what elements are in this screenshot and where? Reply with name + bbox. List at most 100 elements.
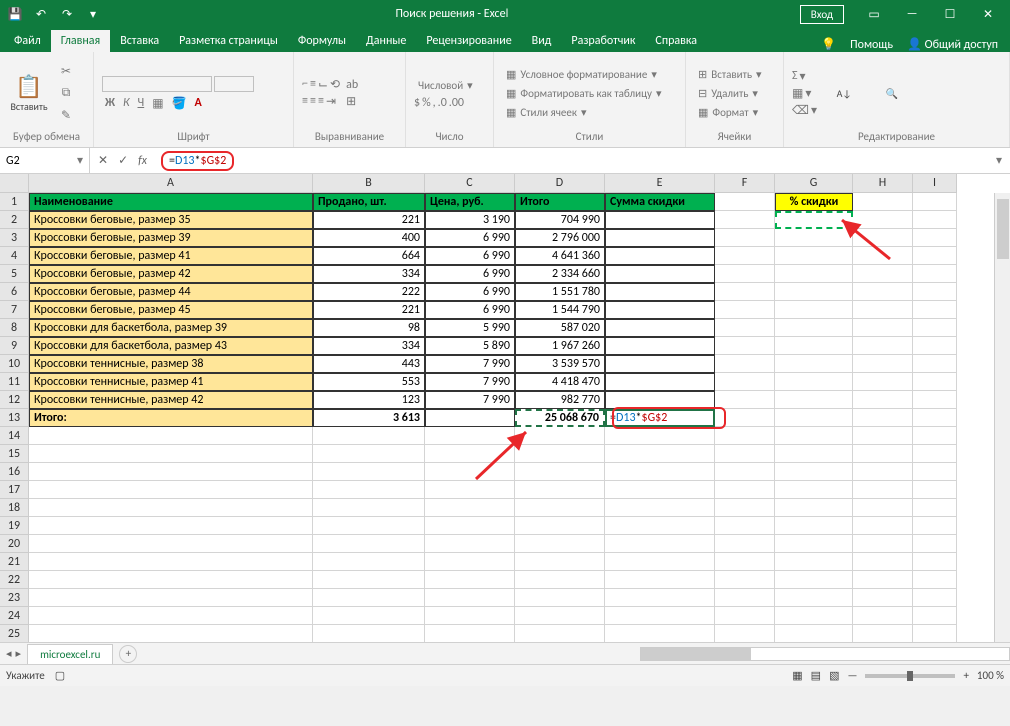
- cell-I5[interactable]: [913, 265, 957, 283]
- cell-A5[interactable]: Кроссовки беговые, размер 42: [29, 265, 313, 283]
- col-header-D[interactable]: D: [515, 174, 605, 193]
- cell-B24[interactable]: [313, 607, 425, 625]
- cell-D24[interactable]: [515, 607, 605, 625]
- align-center-icon[interactable]: ≡: [310, 94, 316, 109]
- cell-E4[interactable]: [605, 247, 715, 265]
- cell-A8[interactable]: Кроссовки для баскетбола, размер 39: [29, 319, 313, 337]
- cell-B13[interactable]: 3 613: [313, 409, 425, 427]
- cell-E3[interactable]: [605, 229, 715, 247]
- cell-E11[interactable]: [605, 373, 715, 391]
- ribbon-options-icon[interactable]: ▭: [856, 0, 892, 28]
- row-header-12[interactable]: 12: [0, 391, 29, 409]
- cell-H1[interactable]: [853, 193, 913, 211]
- cell-A2[interactable]: Кроссовки беговые, размер 35: [29, 211, 313, 229]
- cell-C17[interactable]: [425, 481, 515, 499]
- cell-H22[interactable]: [853, 571, 913, 589]
- cell-C1[interactable]: Цена, руб.: [425, 193, 515, 211]
- cell-A13[interactable]: Итого:: [29, 409, 313, 427]
- tab-разметка страницы[interactable]: Разметка страницы: [169, 30, 288, 52]
- cell-styles-button[interactable]: ▦ Стили ячеек ▾: [502, 104, 665, 121]
- cell-E10[interactable]: [605, 355, 715, 373]
- vertical-scrollbar[interactable]: [994, 193, 1010, 642]
- cell-A15[interactable]: [29, 445, 313, 463]
- cell-F22[interactable]: [715, 571, 775, 589]
- cell-G22[interactable]: [775, 571, 853, 589]
- cell-A23[interactable]: [29, 589, 313, 607]
- cell-H14[interactable]: [853, 427, 913, 445]
- row-header-24[interactable]: 24: [0, 607, 29, 625]
- cell-D15[interactable]: [515, 445, 605, 463]
- col-header-A[interactable]: A: [29, 174, 313, 193]
- cell-H12[interactable]: [853, 391, 913, 409]
- select-all-corner[interactable]: [0, 174, 29, 193]
- cell-A6[interactable]: Кроссовки беговые, размер 44: [29, 283, 313, 301]
- tab-вставка[interactable]: Вставка: [110, 30, 169, 52]
- cell-C11[interactable]: 7 990: [425, 373, 515, 391]
- cell-I9[interactable]: [913, 337, 957, 355]
- undo-icon[interactable]: ↶: [30, 3, 52, 25]
- cell-E19[interactable]: [605, 517, 715, 535]
- cell-H17[interactable]: [853, 481, 913, 499]
- cell-C8[interactable]: 5 990: [425, 319, 515, 337]
- cell-E7[interactable]: [605, 301, 715, 319]
- row-header-9[interactable]: 9: [0, 337, 29, 355]
- align-bot-icon[interactable]: ⌙: [318, 77, 328, 92]
- col-header-E[interactable]: E: [605, 174, 715, 193]
- horizontal-scrollbar[interactable]: [640, 647, 1010, 661]
- cell-G14[interactable]: [775, 427, 853, 445]
- cell-D7[interactable]: 1 544 790: [515, 301, 605, 319]
- cell-C4[interactable]: 6 990: [425, 247, 515, 265]
- cell-F10[interactable]: [715, 355, 775, 373]
- qat-dropdown-icon[interactable]: ▾: [82, 3, 104, 25]
- cell-I12[interactable]: [913, 391, 957, 409]
- cell-F1[interactable]: [715, 193, 775, 211]
- cell-B1[interactable]: Продано, шт.: [313, 193, 425, 211]
- cell-E14[interactable]: [605, 427, 715, 445]
- cell-G1[interactable]: % скидки: [775, 193, 853, 211]
- cell-F16[interactable]: [715, 463, 775, 481]
- sort-filter-button[interactable]: A↓: [823, 65, 865, 121]
- tab-данные[interactable]: Данные: [356, 30, 416, 52]
- cell-H23[interactable]: [853, 589, 913, 607]
- cut-icon[interactable]: ✂: [56, 61, 76, 81]
- cell-D17[interactable]: [515, 481, 605, 499]
- align-left-icon[interactable]: ≡: [302, 94, 308, 109]
- currency-icon[interactable]: $: [414, 96, 420, 110]
- cell-I20[interactable]: [913, 535, 957, 553]
- row-header-5[interactable]: 5: [0, 265, 29, 283]
- cell-E6[interactable]: [605, 283, 715, 301]
- cell-E24[interactable]: [605, 607, 715, 625]
- cell-B15[interactable]: [313, 445, 425, 463]
- cell-E8[interactable]: [605, 319, 715, 337]
- cell-C5[interactable]: 6 990: [425, 265, 515, 283]
- macro-record-icon[interactable]: ▢: [55, 669, 65, 682]
- formula-expand-icon[interactable]: ▾: [988, 153, 1010, 168]
- redo-icon[interactable]: ↷: [56, 3, 78, 25]
- cell-G24[interactable]: [775, 607, 853, 625]
- cell-C24[interactable]: [425, 607, 515, 625]
- cell-A25[interactable]: [29, 625, 313, 642]
- cell-E20[interactable]: [605, 535, 715, 553]
- border-icon[interactable]: ▦: [149, 96, 166, 111]
- bold-button[interactable]: Ж: [102, 96, 118, 111]
- find-select-button[interactable]: 🔍: [871, 65, 913, 121]
- merge-icon[interactable]: ⊞: [346, 94, 358, 109]
- cell-F15[interactable]: [715, 445, 775, 463]
- close-icon[interactable]: ✕: [970, 0, 1006, 28]
- col-header-I[interactable]: I: [913, 174, 957, 193]
- cell-C2[interactable]: 3 190: [425, 211, 515, 229]
- cell-A19[interactable]: [29, 517, 313, 535]
- cell-B22[interactable]: [313, 571, 425, 589]
- cell-G7[interactable]: [775, 301, 853, 319]
- number-format-dropdown[interactable]: Числовой ▾: [414, 77, 477, 94]
- cell-I25[interactable]: [913, 625, 957, 642]
- copy-icon[interactable]: ⧉: [56, 83, 76, 103]
- cell-C10[interactable]: 7 990: [425, 355, 515, 373]
- row-header-25[interactable]: 25: [0, 625, 29, 642]
- underline-button[interactable]: Ч: [135, 96, 148, 111]
- cell-D6[interactable]: 1 551 780: [515, 283, 605, 301]
- name-box[interactable]: G2▾: [0, 148, 90, 173]
- row-header-13[interactable]: 13: [0, 409, 29, 427]
- cell-E2[interactable]: [605, 211, 715, 229]
- cell-C6[interactable]: 6 990: [425, 283, 515, 301]
